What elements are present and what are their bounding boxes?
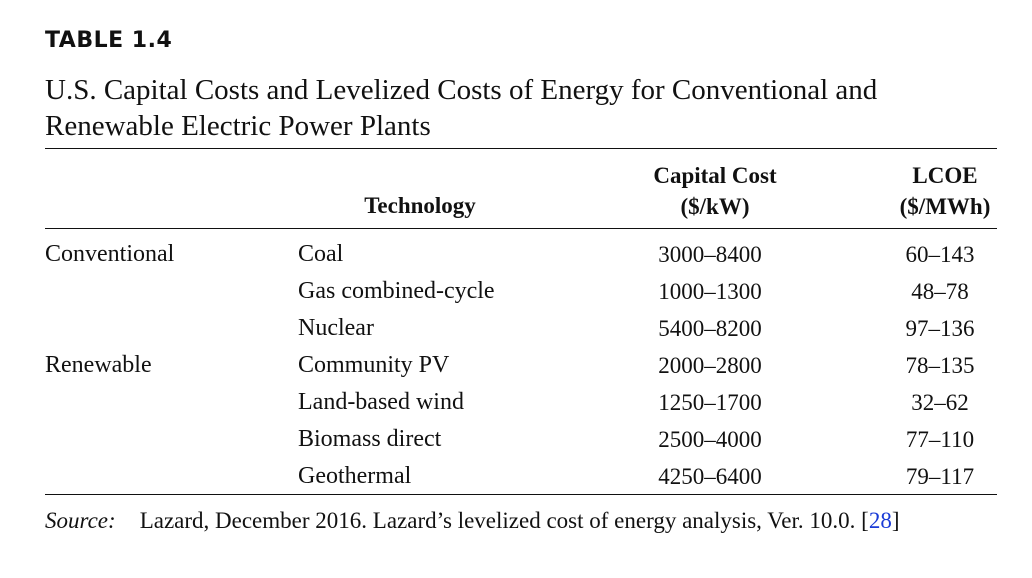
technology-cell: Coal [298, 241, 344, 267]
header-lcoe-unit: ($/MWh) [899, 194, 991, 219]
technology-cell: Land-based wind [298, 389, 464, 415]
table-row: Land-based wind 1250–1700 32–62 [45, 384, 1005, 421]
table-row: Gas combined-cycle 1000–1300 48–78 [45, 273, 1005, 310]
lcoe-cell: 79–117 [905, 464, 975, 489]
header-capital-cost-unit: ($/kW) [680, 194, 750, 219]
source-note: Source: Lazard, December 2016. Lazard’s l… [45, 505, 900, 537]
lcoe-cell: 97–136 [905, 316, 975, 341]
technology-cell: Community PV [298, 352, 450, 378]
technology-cell: Biomass direct [298, 426, 442, 452]
table-row: Conventional Coal 3000–8400 60–143 [45, 236, 1005, 273]
table-row: Geothermal 4250–6400 79–117 [45, 458, 1005, 495]
header-lcoe-title: LCOE [912, 163, 978, 188]
lcoe-cell: 78–135 [905, 353, 975, 378]
capital-cost-cell: 4250–6400 [658, 464, 762, 489]
table-row: Biomass direct 2500–4000 77–110 [45, 421, 1005, 458]
table-caption: U.S. Capital Costs and Levelized Costs o… [45, 74, 878, 142]
technology-cell: Gas combined-cycle [298, 278, 495, 304]
header-technology: Technology [300, 190, 540, 221]
capital-cost-cell: 1250–1700 [658, 390, 762, 415]
lcoe-cell: 77–110 [905, 427, 975, 452]
header-capital-cost: Capital Cost ($/kW) [600, 160, 830, 222]
header-capital-cost-title: Capital Cost [653, 163, 777, 188]
group-cell: Conventional [45, 241, 175, 267]
source-text: Lazard, December 2016. Lazard’s levelize… [139, 508, 869, 533]
capital-cost-cell: 3000–8400 [658, 242, 762, 267]
source-close-bracket: ] [891, 508, 900, 533]
technology-cell: Geothermal [298, 463, 412, 489]
header-technology-label: Technology [364, 193, 476, 218]
header-lcoe: LCOE ($/MWh) [860, 160, 1030, 222]
capital-cost-cell: 5400–8200 [658, 316, 762, 341]
capital-cost-cell: 2000–2800 [658, 353, 762, 378]
table-row: Nuclear 5400–8200 97–136 [45, 310, 1005, 347]
lcoe-cell: 32–62 [911, 390, 969, 415]
table-number: TABLE 1.4 [45, 28, 173, 53]
capital-cost-cell: 1000–1300 [658, 279, 762, 304]
source-label: Source: [45, 508, 116, 533]
lcoe-cell: 60–143 [905, 242, 975, 267]
group-cell: Renewable [45, 352, 152, 378]
table-body: Conventional Coal 3000–8400 60–143 Gas c… [45, 236, 1005, 495]
bottom-rule [45, 494, 997, 495]
top-rule [45, 148, 997, 149]
reference-link[interactable]: 28 [868, 508, 892, 533]
header-rule [45, 228, 997, 229]
capital-cost-cell: 2500–4000 [658, 427, 762, 452]
lcoe-cell: 48–78 [911, 279, 969, 304]
technology-cell: Nuclear [298, 315, 374, 341]
table-row: Renewable Community PV 2000–2800 78–135 [45, 347, 1005, 384]
